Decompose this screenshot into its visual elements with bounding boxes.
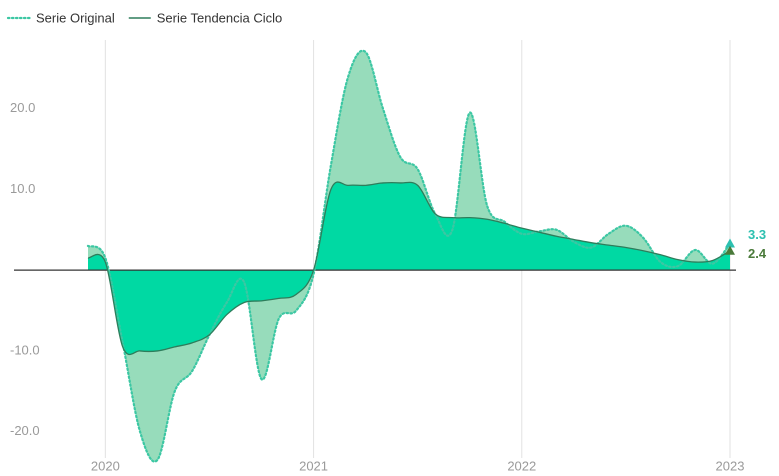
y-tick-label: -20.0 bbox=[10, 423, 40, 438]
legend-label: Serie Tendencia Ciclo bbox=[157, 10, 283, 25]
end-marker bbox=[725, 238, 735, 248]
x-tick-label: 2021 bbox=[299, 458, 328, 473]
legend-label: Serie Original bbox=[36, 10, 115, 25]
x-tick-label: 2020 bbox=[91, 458, 120, 473]
x-tick-label: 2023 bbox=[716, 458, 745, 473]
y-tick-label: 20.0 bbox=[10, 100, 35, 115]
line bbox=[87, 181, 731, 356]
y-tick-label: 10.0 bbox=[10, 181, 35, 196]
area bbox=[88, 182, 730, 355]
y-tick-label: -10.0 bbox=[10, 342, 40, 357]
value-label: 3.3 bbox=[748, 227, 766, 242]
line bbox=[86, 49, 732, 463]
end-marker bbox=[725, 245, 735, 255]
x-tick-label: 2022 bbox=[507, 458, 536, 473]
value-label: 2.4 bbox=[748, 246, 767, 261]
